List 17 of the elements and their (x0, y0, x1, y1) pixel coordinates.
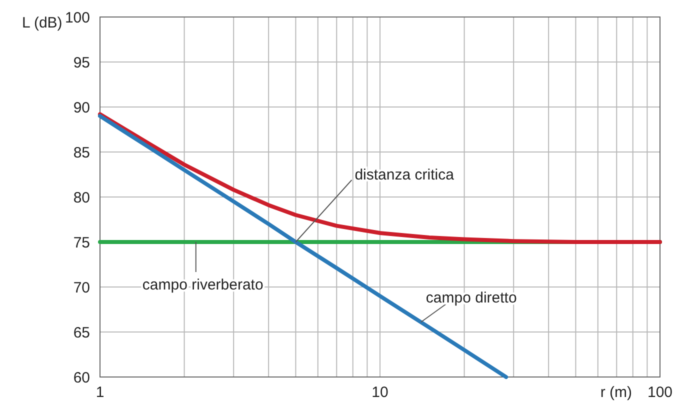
y-tick-label: 95 (73, 54, 90, 72)
x-tick-label: 1 (96, 384, 104, 401)
annotation: campo riverberato (142, 276, 264, 294)
y-tick-label: 80 (73, 189, 90, 206)
y-tick-label: 75 (73, 234, 90, 252)
y-tick-label: 65 (73, 324, 90, 342)
y-tick-label: 85 (73, 144, 90, 162)
y-axis-title: L (dB) (22, 14, 62, 32)
x-tick-label: 100 (647, 384, 673, 401)
y-tick-label: 70 (73, 279, 90, 296)
annotation: campo diretto (426, 289, 517, 306)
annotation: distanza critica (354, 166, 455, 184)
y-tick-label: 60 (73, 369, 90, 386)
y-tick-label: 100 (64, 9, 90, 26)
y-tick-label: 90 (73, 99, 90, 116)
x-tick-label: 10 (372, 384, 388, 401)
x-axis-title: r (m) (600, 384, 632, 401)
